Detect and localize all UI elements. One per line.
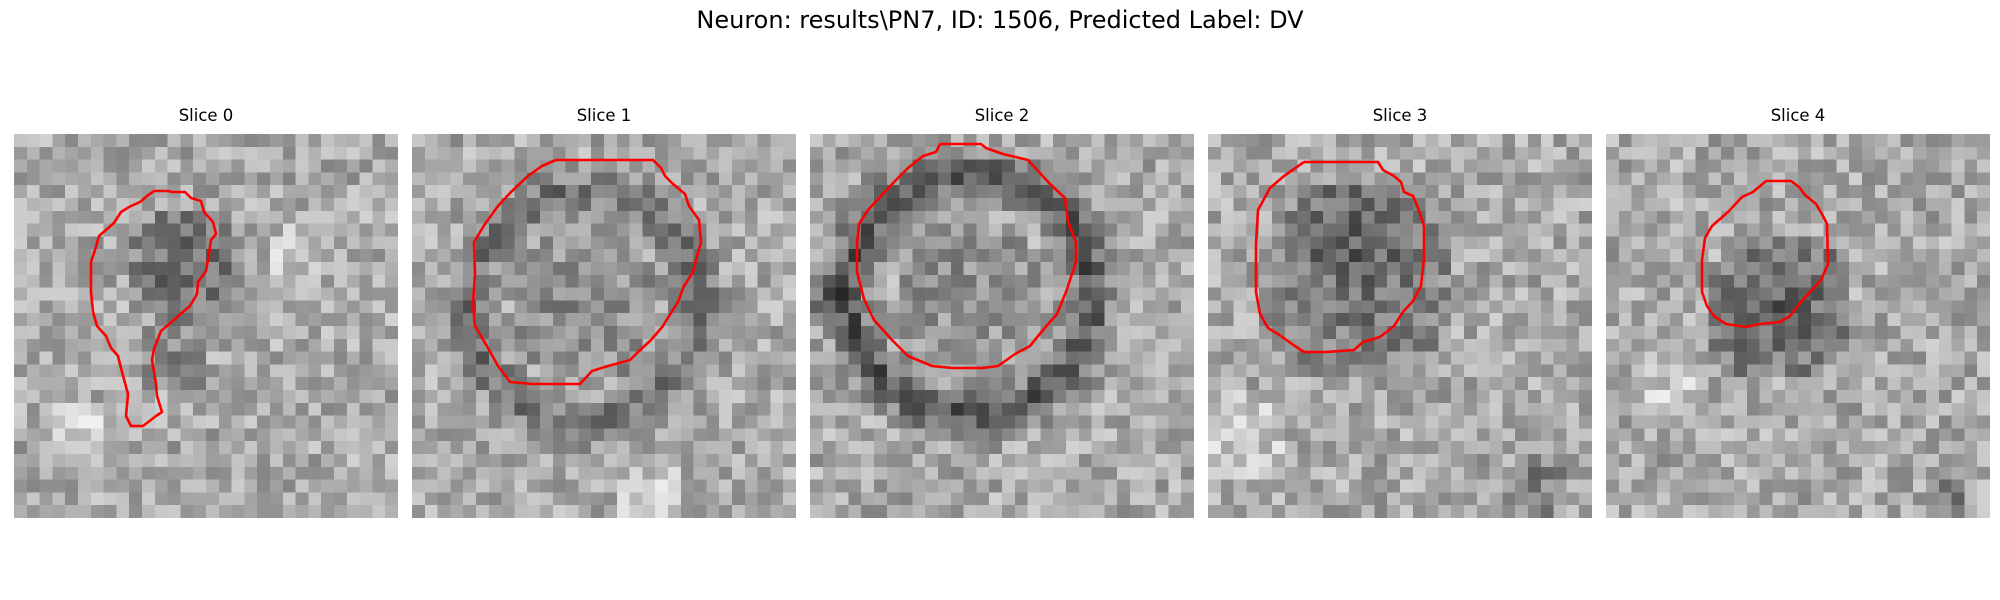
slice-title: Slice 4	[1770, 106, 1826, 125]
segmentation-contour	[855, 142, 1078, 370]
slice-title: Slice 3	[1372, 106, 1428, 125]
segmentation-contour	[1254, 160, 1426, 354]
grayscale-tile	[1606, 134, 1990, 518]
slice-image	[412, 134, 796, 518]
segmentation-contour	[471, 158, 703, 386]
slice-title: Slice 0	[178, 106, 234, 125]
grayscale-tile	[1208, 134, 1592, 518]
segmentation-contour	[89, 189, 218, 428]
slice-image	[810, 134, 1194, 518]
grayscale-tile	[14, 134, 398, 518]
figure-title: Neuron: results\PN7, ID: 1506, Predicted…	[696, 6, 1304, 34]
grayscale-tile	[810, 134, 1194, 518]
slice-image	[14, 134, 398, 518]
slice-image	[1606, 134, 1990, 518]
slice-title: Slice 1	[576, 106, 632, 125]
segmentation-contour	[1700, 179, 1830, 329]
slice-title: Slice 2	[974, 106, 1030, 125]
slice-image	[1208, 134, 1592, 518]
